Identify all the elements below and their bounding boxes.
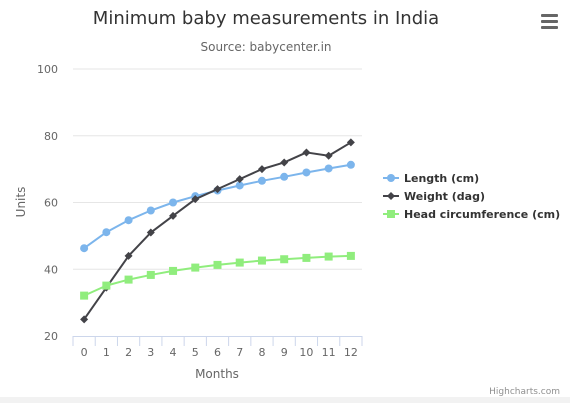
y-tick-label: 100 [37,63,58,76]
data-point[interactable] [302,253,311,262]
data-point[interactable] [191,195,200,204]
data-point[interactable] [146,206,155,215]
legend-item[interactable]: Length (cm) [383,172,479,185]
legend-label[interactable]: Head circumference (cm) [404,208,560,221]
legend-label[interactable]: Weight (dag) [404,190,485,203]
menu-bar-1 [541,14,558,17]
data-point[interactable] [235,175,244,184]
data-point[interactable] [169,211,178,220]
chart-title: Minimum baby measurements in India [93,8,439,29]
data-point[interactable] [235,258,244,267]
data-point[interactable] [257,176,266,185]
data-point[interactable] [80,291,89,300]
y-tick-label: 60 [44,197,58,210]
credits-link[interactable]: Highcharts.com [489,387,560,397]
y-tick-label: 20 [44,330,58,343]
plot-grid [73,68,362,270]
plot-series [80,138,355,324]
menu-button[interactable] [534,8,564,34]
x-tick-label: 9 [281,346,288,359]
data-point[interactable] [102,228,111,237]
series-2 [80,138,355,324]
x-tick-label: 7 [236,346,243,359]
legend-label[interactable]: Length (cm) [404,172,479,185]
data-point[interactable] [191,263,200,272]
data-point[interactable] [346,251,355,260]
data-point[interactable] [346,160,355,169]
data-point[interactable] [324,151,333,160]
x-tick-label: 0 [81,346,88,359]
data-point[interactable] [102,281,111,290]
x-tick-label: 6 [214,346,221,359]
data-point[interactable] [80,315,89,324]
data-point[interactable] [302,168,311,177]
series-3 [80,251,355,300]
x-tick-label: 4 [170,346,177,359]
legend-marker[interactable] [387,210,395,218]
data-point[interactable] [346,138,355,147]
data-point[interactable] [124,275,133,284]
bottom-strip [0,397,570,403]
x-tick-label: 10 [299,346,313,359]
data-point[interactable] [146,228,155,237]
y-axis-title: Units [14,187,28,218]
data-point[interactable] [213,185,222,194]
x-tick-label: 8 [258,346,265,359]
data-point[interactable] [257,165,266,174]
data-point[interactable] [146,270,155,279]
data-point[interactable] [324,164,333,173]
data-point[interactable] [124,216,133,225]
data-point[interactable] [257,256,266,265]
data-point[interactable] [280,172,289,181]
menu-bar-3 [541,26,558,29]
data-point[interactable] [280,158,289,167]
x-tick-label: 1 [103,346,110,359]
data-point[interactable] [169,198,178,207]
x-tick-label: 3 [147,346,154,359]
x-tick-label: 12 [344,346,358,359]
legend-marker[interactable] [387,174,395,182]
legend: Length (cm) Weight (dag) Head circumferenc… [383,172,560,221]
data-point[interactable] [280,255,289,264]
data-point[interactable] [235,181,244,190]
x-tick-label: 5 [192,346,199,359]
data-point[interactable] [124,251,133,260]
legend-item[interactable]: Weight (dag) [383,190,485,203]
data-point[interactable] [169,266,178,275]
menu-bar-2 [541,20,558,23]
data-point[interactable] [302,148,311,157]
y-tick-label: 80 [44,130,58,143]
y-tick-label: 40 [44,263,58,276]
x-tick-label: 2 [125,346,132,359]
hamburger-menu-icon[interactable] [541,14,558,29]
data-point[interactable] [324,252,333,261]
x-tick-label: 11 [322,346,336,359]
x-axis-title: Months [195,367,239,381]
chart-subtitle: Source: babycenter.in [200,40,331,54]
data-point[interactable] [80,244,89,253]
data-point[interactable] [213,260,222,269]
legend-marker[interactable] [387,192,395,200]
legend-item[interactable]: Head circumference (cm) [383,208,560,221]
